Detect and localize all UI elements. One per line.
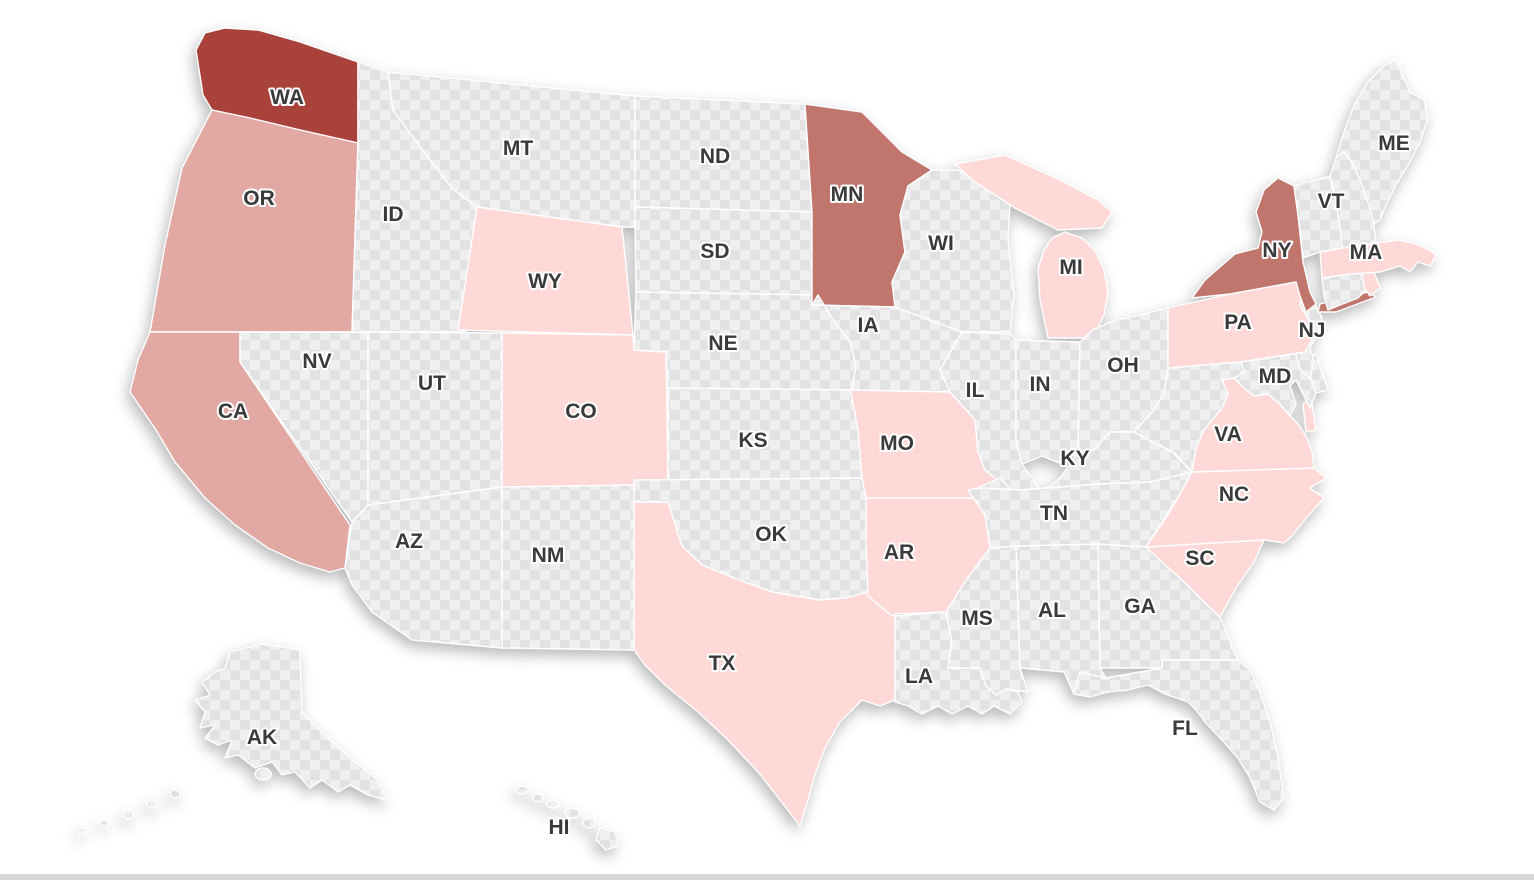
state-nd[interactable] [634, 95, 813, 213]
bottom-panel-edge [0, 874, 1534, 880]
state-fl[interactable] [1073, 659, 1285, 811]
state-or[interactable] [149, 109, 359, 333]
state-ak[interactable] [77, 643, 389, 835]
state-wy[interactable] [457, 206, 634, 336]
state-sd[interactable] [634, 206, 819, 296]
state-co[interactable] [501, 332, 669, 488]
state-sc[interactable] [1145, 539, 1265, 618]
state-label-fl: FL [1172, 717, 1198, 740]
state-me[interactable] [1335, 59, 1429, 225]
state-label-hi: HI [549, 816, 570, 839]
state-ca[interactable] [129, 331, 351, 573]
state-az[interactable] [344, 486, 503, 649]
state-al[interactable] [1015, 543, 1107, 695]
state-ks[interactable] [667, 387, 867, 481]
state-nm[interactable] [501, 484, 635, 651]
state-ut[interactable] [367, 331, 503, 506]
state-tx[interactable] [633, 501, 896, 827]
state-in[interactable] [1015, 339, 1081, 465]
state-ma[interactable] [1319, 239, 1437, 279]
state-hi[interactable] [515, 785, 619, 851]
state-pa[interactable] [1167, 279, 1313, 369]
state-mi[interactable] [954, 154, 1113, 339]
state-nc[interactable] [1145, 467, 1327, 548]
